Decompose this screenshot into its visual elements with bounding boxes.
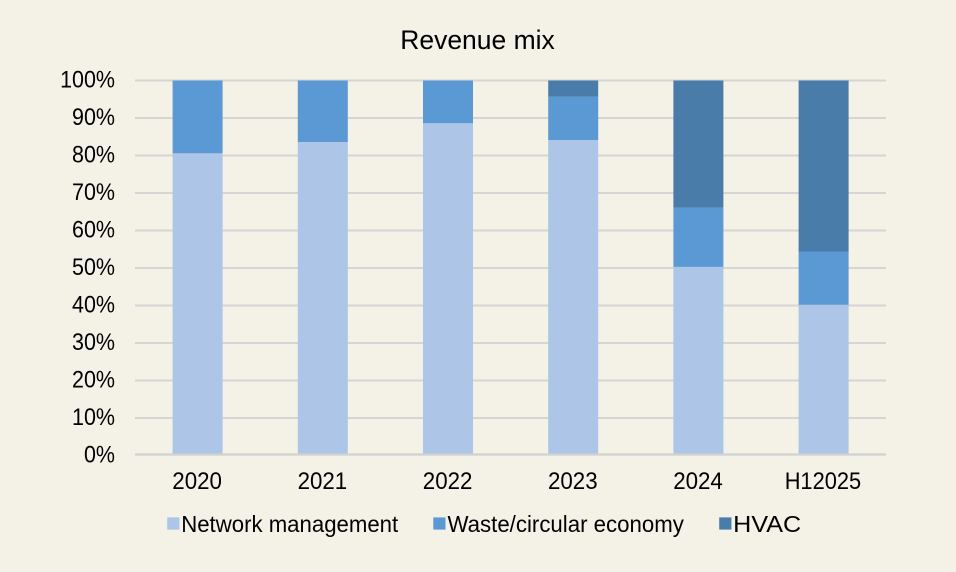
svg-text:2020: 2020	[172, 468, 222, 495]
svg-text:2023: 2023	[548, 468, 598, 495]
svg-text:10%: 10%	[72, 404, 115, 431]
svg-text:2024: 2024	[673, 468, 723, 495]
svg-text:H12025: H12025	[785, 468, 861, 495]
svg-text:0%: 0%	[84, 442, 115, 469]
svg-text:Network management: Network management	[181, 511, 398, 537]
svg-text:2021: 2021	[298, 468, 348, 495]
svg-text:2022: 2022	[423, 468, 473, 495]
svg-text:30%: 30%	[72, 329, 115, 356]
svg-text:Waste/circular economy: Waste/circular economy	[448, 511, 685, 537]
svg-text:90%: 90%	[72, 104, 115, 131]
svg-text:40%: 40%	[72, 292, 115, 319]
svg-text:50%: 50%	[72, 254, 115, 281]
svg-text:70%: 70%	[72, 179, 115, 206]
svg-text:Revenue mix: Revenue mix	[400, 25, 555, 55]
svg-text:100%: 100%	[60, 67, 115, 94]
svg-text:HVAC: HVAC	[733, 511, 801, 537]
svg-text:20%: 20%	[72, 367, 115, 394]
svg-text:60%: 60%	[72, 217, 115, 244]
svg-text:80%: 80%	[72, 142, 115, 169]
